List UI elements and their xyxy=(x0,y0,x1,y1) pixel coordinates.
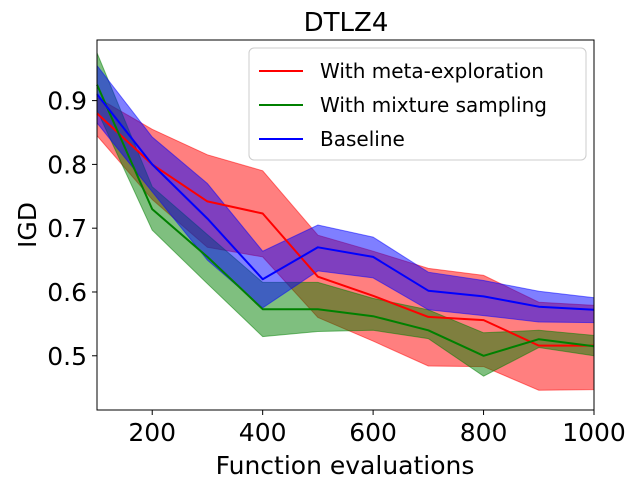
x-axis-label: Function evaluations xyxy=(216,451,475,480)
x-tick-label: 200 xyxy=(128,418,176,447)
x-tick-label: 800 xyxy=(460,418,508,447)
legend-box xyxy=(248,47,587,161)
baseline-legend-label: Baseline xyxy=(320,127,405,151)
legend: With meta-exploration With mixture sampli… xyxy=(248,47,587,161)
baseline-line xyxy=(96,93,595,311)
y-tick-label: 0.9 xyxy=(47,87,87,116)
with-meta-exploration-line xyxy=(96,112,594,347)
with-meta-exploration-legend-label: With meta-exploration xyxy=(320,59,544,83)
y-tick-label: 0.8 xyxy=(47,150,87,179)
y-axis-label: IGD xyxy=(13,202,42,248)
with-mixture-sampling-line xyxy=(96,84,595,357)
y-tick-label: 0.5 xyxy=(47,342,87,371)
x-axis-ticks: 200 400 600 800 1000 xyxy=(128,410,626,447)
x-tick-label: 400 xyxy=(239,418,287,447)
with-mixture-sampling-legend-label: With mixture sampling xyxy=(320,93,547,117)
x-tick-label: 600 xyxy=(349,418,397,447)
chart-title: DTLZ4 xyxy=(304,8,389,38)
x-tick-label: 1000 xyxy=(562,418,626,447)
plot-frame xyxy=(96,39,595,411)
y-tick-label: 0.7 xyxy=(47,214,87,243)
y-tick-label: 0.6 xyxy=(47,278,87,307)
mean-lines xyxy=(96,84,595,357)
y-axis-ticks: 0.5 0.6 0.7 0.8 0.9 xyxy=(47,87,97,371)
